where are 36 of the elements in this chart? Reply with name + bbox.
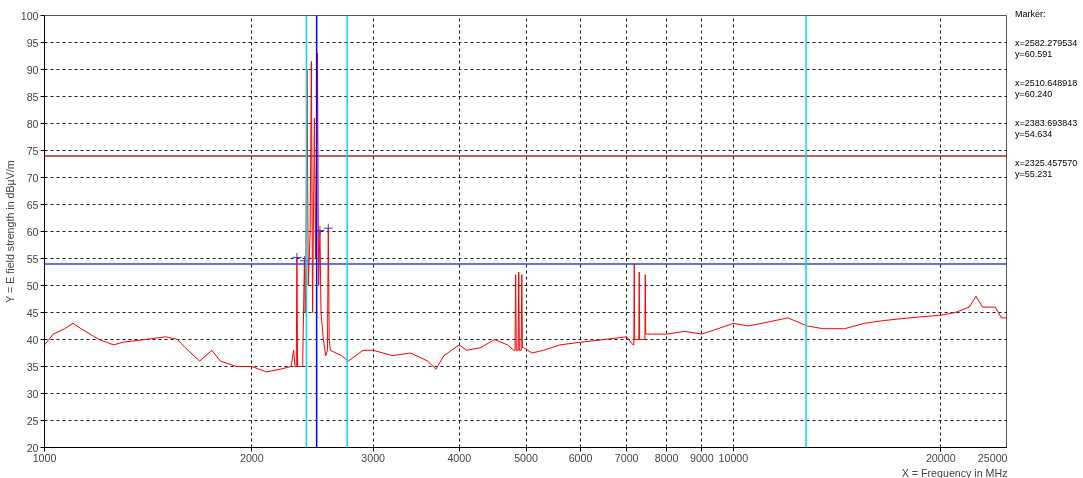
y-tick-label: 40 — [26, 333, 39, 346]
y-tick-label: 90 — [26, 63, 39, 76]
y-tick-label: 100 — [20, 9, 39, 22]
y-tick-label: 85 — [26, 90, 39, 103]
x-tick-label: 20000 — [925, 451, 956, 464]
x-tick-label: 8000 — [654, 451, 679, 464]
y-tick-label: 70 — [26, 171, 39, 184]
y-tick-label: 20 — [26, 441, 39, 454]
y-tick-label: 80 — [26, 117, 39, 130]
y-axis-title: Y = E field strength in dBµV/m — [3, 160, 16, 303]
x-tick-label: 6000 — [568, 451, 593, 464]
x-tick-label: 1000 — [32, 451, 57, 464]
y-tick-label: 95 — [26, 36, 39, 49]
y-tick-label: 50 — [26, 279, 39, 292]
y-tick-label: 55 — [26, 252, 39, 265]
y-tick-label: 25 — [26, 414, 39, 427]
x-tick-label: 2000 — [240, 451, 264, 464]
text: Marker: — [1015, 9, 1047, 20]
x-tick-label: 10000 — [718, 451, 749, 464]
text: x=2582.279534 y=60.591 — [1015, 38, 1078, 60]
y-tick-label: 45 — [26, 306, 39, 319]
x-tick-label: 9000 — [690, 451, 714, 464]
text: x=2325.457570 y=55.231 — [1015, 158, 1078, 180]
text: x=2383.693843 y=54.634 — [1015, 118, 1078, 140]
x-tick-label: 4000 — [447, 451, 472, 464]
text: x=2510.648918 y=60.240 — [1015, 78, 1078, 100]
x-tick-label: 3000 — [361, 451, 386, 464]
x-tick-label: 7000 — [614, 451, 639, 464]
y-tick-label: 35 — [26, 360, 39, 373]
y-tick-label: 75 — [26, 144, 39, 157]
x-tick-label: 25000 — [977, 451, 1008, 464]
y-tick-label: 65 — [26, 198, 39, 211]
x-axis-title: X = Frequency in MHz — [901, 466, 1008, 478]
x-tick-label: 5000 — [514, 451, 538, 464]
y-tick-label: 30 — [26, 387, 39, 400]
y-tick-label: 60 — [26, 225, 39, 238]
